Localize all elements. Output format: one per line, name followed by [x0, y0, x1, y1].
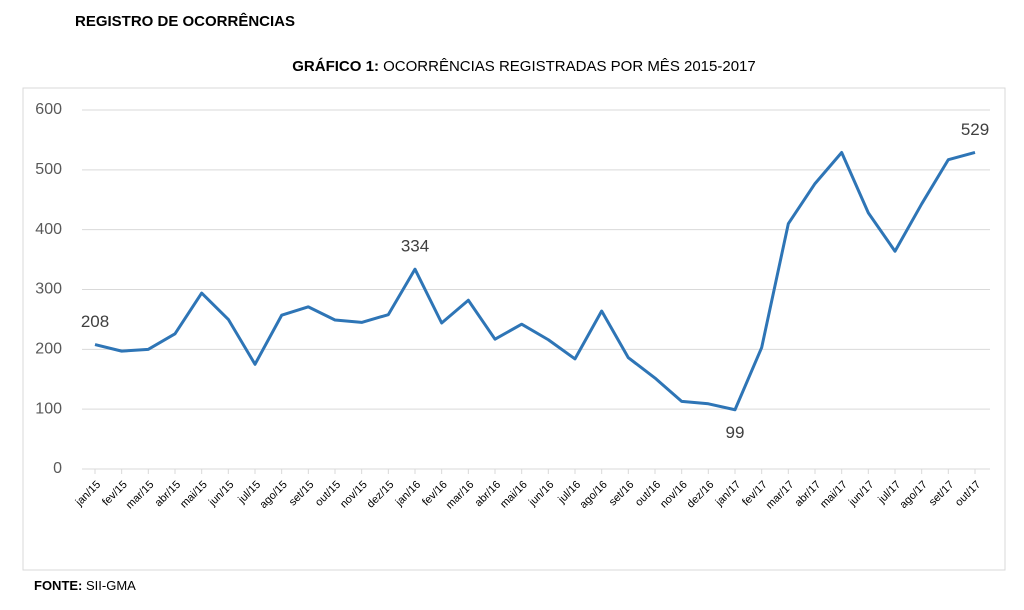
x-tick-label: set/17 [927, 479, 957, 509]
data-line [94, 150, 976, 412]
x-tick-label: mar/15 [124, 479, 157, 512]
x-tick-label: set/15 [287, 479, 317, 509]
x-tick-label: ago/17 [898, 479, 930, 511]
y-tick-label: 100 [35, 400, 62, 417]
x-tick-label: abr/16 [473, 479, 504, 510]
chart-frame [22, 87, 1006, 571]
source-text: SII-GMA [86, 578, 136, 593]
x-tick-label: jan/16 [393, 479, 423, 509]
x-tick-label: out/17 [953, 479, 983, 509]
y-tick-label: 300 [35, 281, 62, 298]
title-text: OCORRÊNCIAS REGISTRADAS POR MÊS 2015-201… [383, 58, 756, 75]
x-tick-label: mai/16 [498, 479, 530, 511]
x-tick-label: jun/15 [206, 479, 236, 509]
data-label: 529 [961, 120, 989, 139]
x-tick-label: dez/15 [365, 479, 397, 511]
chart-title: GRÁFICO 1: OCORRÊNCIAS REGISTRADAS POR M… [292, 58, 755, 75]
x-tick-label: abr/17 [793, 479, 824, 510]
x-tick-label: mai/15 [178, 479, 210, 511]
x-tick-label: nov/16 [658, 479, 690, 511]
x-tick-label: nov/15 [338, 479, 370, 511]
x-tick-label: jan/15 [73, 479, 103, 509]
data-label: 99 [726, 423, 745, 442]
x-tick-label: set/16 [607, 479, 637, 509]
x-tick-label: jun/17 [846, 479, 876, 509]
x-tick-label: abr/15 [153, 479, 184, 510]
x-tick-label: jun/16 [526, 479, 556, 509]
y-tick-label: 0 [53, 460, 62, 477]
data-label: 208 [81, 312, 109, 331]
x-tick-label: dez/16 [685, 479, 717, 511]
data-label: 334 [401, 237, 429, 256]
source: FONTE: SII-GMA [34, 578, 136, 593]
title-label: GRÁFICO 1: [292, 58, 379, 75]
source-label: FONTE: [34, 578, 82, 593]
x-tick-label: mar/16 [444, 479, 477, 512]
x-tick-label: ago/15 [258, 479, 290, 511]
y-tick-label: 600 [35, 101, 62, 118]
y-tick-label: 400 [35, 221, 62, 238]
y-tick-label: 500 [35, 161, 62, 178]
x-tick-label: mar/17 [764, 479, 797, 512]
x-tick-label: out/16 [633, 479, 663, 509]
x-tick-label: out/15 [313, 479, 343, 509]
header: REGISTRO DE OCORRÊNCIAS [75, 12, 295, 30]
x-tick-label: jan/17 [713, 479, 743, 509]
x-tick-label: ago/16 [578, 479, 610, 511]
x-tick-label: mai/17 [818, 479, 850, 511]
y-tick-label: 200 [35, 341, 62, 358]
